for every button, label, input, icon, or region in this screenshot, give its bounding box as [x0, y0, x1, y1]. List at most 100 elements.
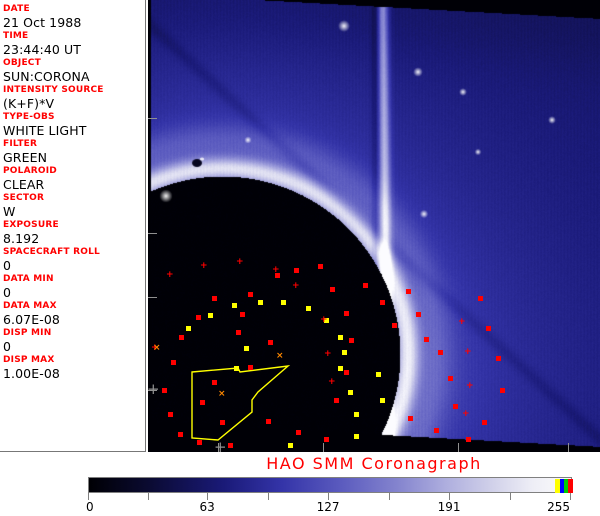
metadata-label: TYPE-OBS	[3, 112, 55, 122]
metadata-row: SECTOR W	[3, 193, 145, 219]
metadata-label: DATE	[3, 4, 30, 14]
metadata-label: DATA MAX	[3, 301, 57, 311]
metadata-row: INTENSITY SOURCE (K+F)*V	[3, 85, 145, 111]
overlay-marker-yellow	[186, 326, 191, 331]
metadata-row: DISP MIN 0	[3, 328, 145, 354]
overlay-marker-red	[179, 335, 184, 340]
overlay-marker-red	[318, 264, 323, 269]
colorbar-tick	[148, 493, 150, 500]
overlay-marker-red	[178, 432, 183, 437]
axis-cross-bottom: +	[214, 438, 227, 453]
axis-tick-bottom	[218, 443, 219, 452]
metadata-value: GREEN	[3, 150, 48, 165]
axis-cross-left: +	[148, 380, 160, 398]
overlay-marker-yellow	[376, 372, 381, 377]
metadata-value: 8.192	[3, 231, 40, 246]
overlay-marker-red	[349, 338, 354, 343]
overlay-marker-plus: +	[151, 343, 159, 353]
colorbar[interactable]: 0 63 127 191 255	[86, 477, 573, 514]
overlay-marker-red	[294, 268, 299, 273]
metadata-row: TIME 23:44:40 UT	[3, 31, 145, 57]
colorbar-ticks	[88, 493, 572, 501]
colorbar-tick-label: 127	[316, 500, 340, 514]
metadata-label: DATA MIN	[3, 274, 54, 284]
overlay-marker-yellow	[324, 318, 329, 323]
coronagraph-image[interactable]: + + + + + + + + + + + + + + + × × ×	[148, 0, 600, 452]
metadata-label: OBJECT	[3, 58, 41, 68]
overlay-marker-red	[168, 412, 173, 417]
overlay-marker-red	[330, 287, 335, 292]
axis-tick-left	[148, 390, 157, 391]
axis-tick-left	[148, 233, 157, 234]
overlay-marker-yellow	[281, 300, 286, 305]
colorbar-tick	[207, 493, 209, 500]
overlay-marker-red	[406, 289, 411, 294]
overlay-marker-red	[240, 312, 245, 317]
metadata-row: OBJECT SUN:CORONA	[3, 58, 145, 84]
overlay-marker-red	[478, 296, 483, 301]
colorbar-tick	[570, 493, 571, 500]
overlay-marker-red	[392, 323, 397, 328]
overlay-marker-red	[268, 340, 273, 345]
overlay-marker-plus: +	[236, 257, 244, 267]
metadata-value: 0	[3, 285, 12, 300]
metadata-row: DATA MIN 0	[3, 274, 145, 300]
metadata-value: 0	[3, 339, 12, 354]
metadata-panel: DATE 21 Oct 1988 TIME 23:44:40 UT OBJECT SUN:…	[0, 0, 146, 452]
axis-tick-bottom	[458, 443, 459, 452]
overlay-marker-yellow	[288, 443, 293, 448]
metadata-row: SPACECRAFT ROLL 0	[3, 247, 145, 273]
colorbar-tick	[328, 493, 330, 500]
overlay-marker-red	[438, 350, 443, 355]
colorbar-tick-label: 63	[199, 500, 215, 514]
overlay-marker-red	[324, 437, 329, 442]
overlay-marker-plus: +	[462, 409, 470, 419]
overlay-marker-red	[448, 376, 453, 381]
overlay-marker-cross: ×	[153, 343, 161, 353]
plot-title: HAO SMM Coronagraph	[266, 454, 482, 473]
axis-tick-bottom	[568, 443, 569, 452]
metadata-value: 0	[3, 258, 12, 273]
overlay-marker-plus: +	[458, 317, 466, 327]
overlay-marker-yellow	[306, 306, 311, 311]
colorbar-tick-label: 0	[86, 500, 94, 514]
colorbar-gradient[interactable]	[88, 477, 573, 493]
metadata-row: DISP MAX 1.00E-08	[3, 355, 145, 381]
overlay-marker-red	[196, 315, 201, 320]
colorbar-band-blue	[560, 479, 566, 493]
overlay-marker-yellow	[258, 300, 263, 305]
metadata-value: SUN:CORONA	[3, 69, 90, 84]
overlay-marker-yellow	[208, 313, 213, 318]
metadata-value: WHITE LIGHT	[3, 123, 87, 138]
overlay-marker-yellow	[338, 366, 343, 371]
overlay-marker-red	[171, 360, 176, 365]
overlay-marker-red	[424, 337, 429, 342]
overlay-marker-plus: +	[166, 270, 174, 280]
metadata-row: DATE 21 Oct 1988	[3, 4, 145, 30]
overlay-marker-yellow	[338, 335, 343, 340]
colorbar-tick	[267, 493, 269, 500]
overlay-marker-red	[416, 312, 421, 317]
overlay-marker-yellow	[380, 398, 385, 403]
colorbar-band-yellow	[554, 479, 560, 493]
overlay-marker-plus: +	[200, 261, 208, 271]
metadata-row: DATA MAX 6.07E-08	[3, 301, 145, 327]
colorbar-tick-label: 255	[547, 500, 570, 514]
axis-tick-left	[148, 118, 157, 119]
metadata-value: 6.07E-08	[3, 312, 60, 327]
overlay-marker-red	[434, 428, 439, 433]
overlay-marker-red	[236, 330, 241, 335]
overlay-marker-plus: +	[328, 377, 336, 387]
overlay-marker-yellow	[244, 346, 249, 351]
colorbar-tick	[388, 493, 390, 500]
overlay-marker-red	[296, 430, 301, 435]
overlay-marker-red	[197, 440, 202, 445]
overlay-marker-plus: +	[464, 347, 472, 357]
metadata-label: DISP MIN	[3, 328, 52, 338]
overlay-marker-red	[482, 420, 487, 425]
overlay-marker-red	[266, 419, 271, 424]
overlay-marker-red	[344, 370, 349, 375]
metadata-row: TYPE-OBS WHITE LIGHT	[3, 112, 145, 138]
metadata-label: POLAROID	[3, 166, 57, 176]
